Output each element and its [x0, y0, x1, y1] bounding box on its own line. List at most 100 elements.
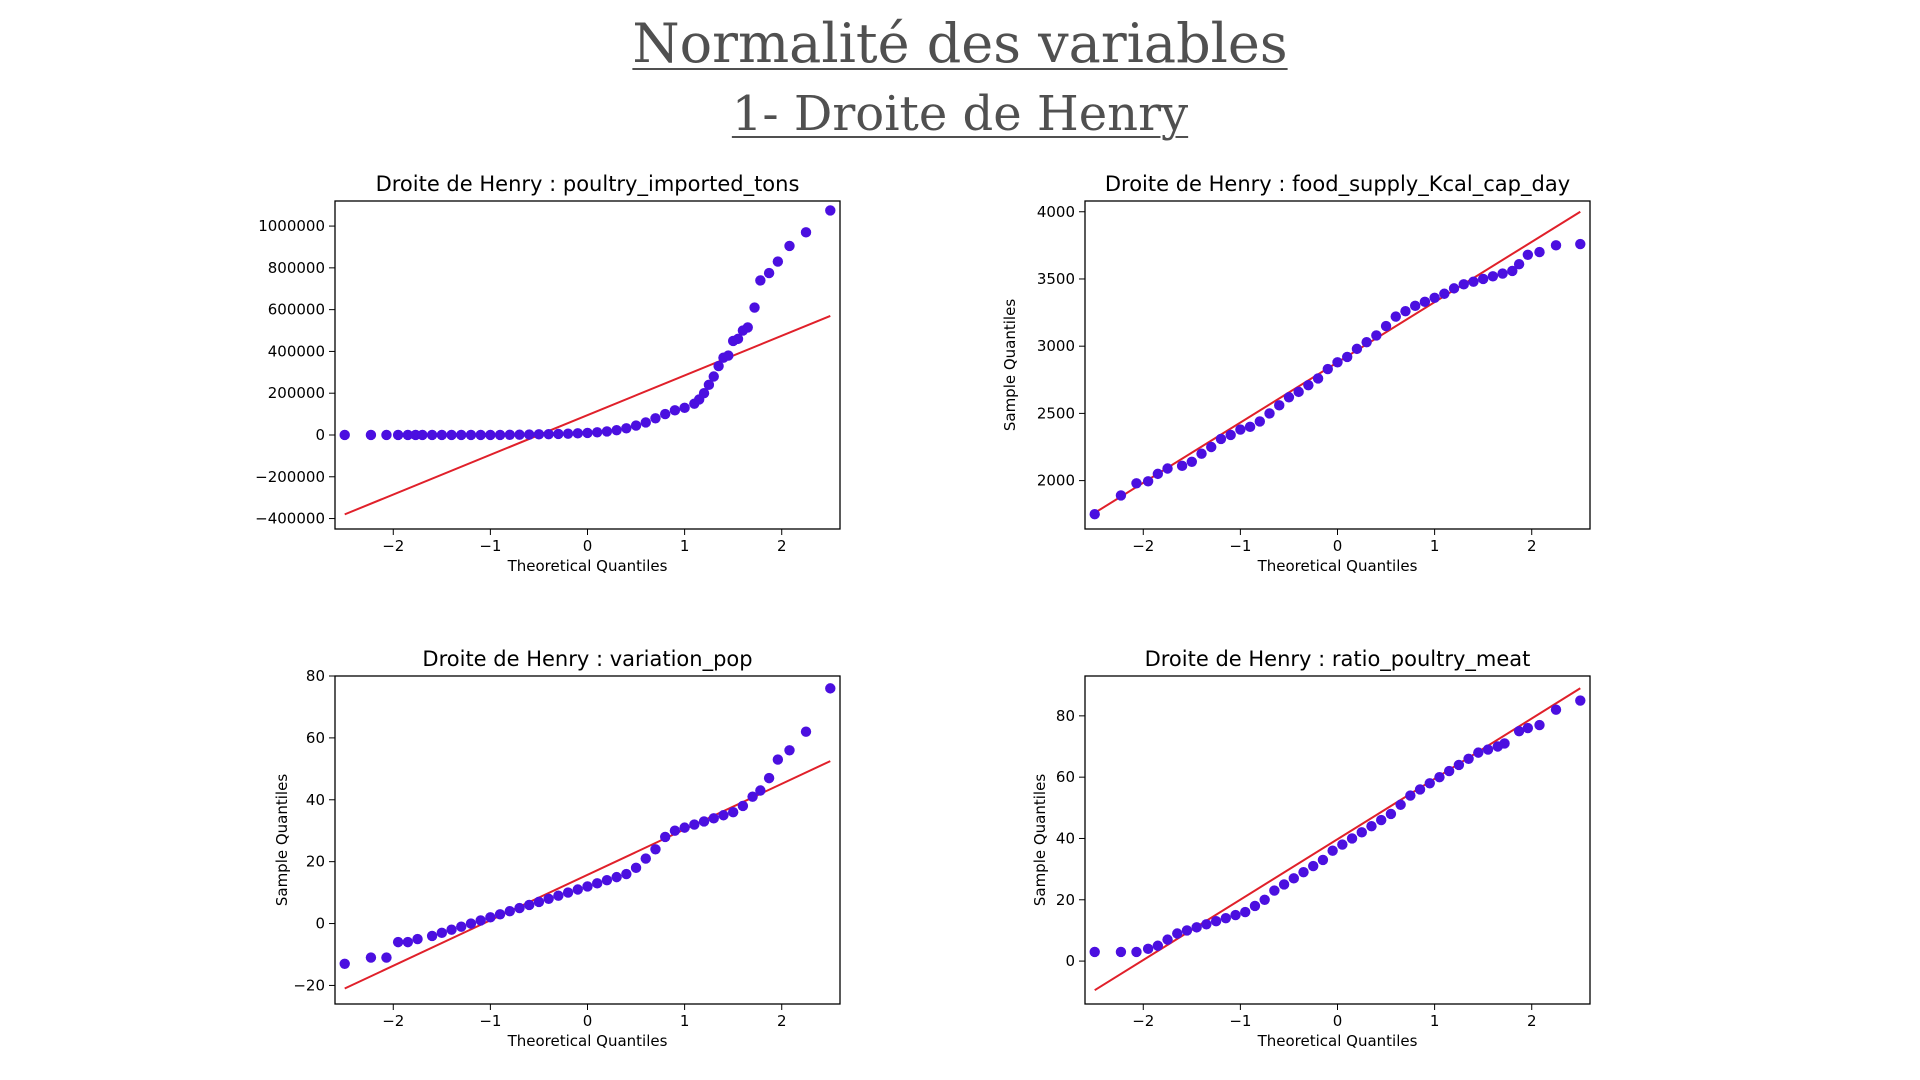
data-point	[669, 825, 681, 836]
data-point	[650, 844, 661, 855]
data-point	[1400, 306, 1411, 317]
data-point	[1220, 912, 1232, 924]
y-axis-label: Sample Quantiles	[1031, 774, 1049, 906]
data-point	[1162, 934, 1173, 945]
data-point	[465, 429, 477, 441]
data-point	[412, 933, 423, 945]
data-point	[772, 256, 784, 267]
y-tick-label: 800000	[268, 259, 325, 277]
data-point	[755, 785, 766, 796]
data-point	[1463, 753, 1474, 764]
data-point	[763, 772, 775, 784]
data-point	[1575, 695, 1586, 706]
data-point	[572, 884, 583, 895]
data-point	[592, 427, 603, 438]
y-tick-label: 400000	[268, 342, 325, 360]
data-point	[1162, 463, 1173, 474]
chart-title: Droite de Henry : food_supply_Kcal_cap_d…	[1105, 172, 1570, 197]
data-point	[601, 875, 613, 886]
data-point	[1395, 799, 1406, 810]
reference-line	[1094, 687, 1581, 992]
x-axis-label: Theoretical Quantiles	[1257, 557, 1418, 575]
data-point	[800, 227, 812, 238]
data-point	[562, 428, 574, 439]
data-point	[689, 819, 700, 830]
data-point	[582, 881, 593, 892]
data-point	[426, 930, 438, 942]
x-tick-label: 2	[1527, 537, 1537, 555]
y-tick-label: 2000	[1037, 472, 1075, 490]
data-point	[1497, 268, 1508, 279]
x-axis-label: Theoretical Quantiles	[507, 1032, 668, 1050]
data-point	[1390, 311, 1401, 322]
data-point	[475, 429, 486, 441]
x-tick-label: 0	[583, 537, 593, 555]
data-point	[1499, 738, 1510, 749]
data-point	[630, 862, 642, 874]
data-point	[772, 754, 784, 765]
data-point	[1303, 379, 1314, 391]
data-point	[446, 924, 457, 935]
data-point	[1380, 320, 1392, 332]
y-tick-label: 3500	[1037, 270, 1075, 288]
data-point	[601, 426, 613, 437]
data-point	[1550, 240, 1562, 251]
data-point	[640, 853, 651, 864]
data-point	[1458, 279, 1469, 290]
data-point	[553, 890, 564, 901]
data-point	[1230, 909, 1241, 921]
data-point	[1288, 873, 1299, 884]
data-point	[1385, 808, 1397, 820]
data-point	[339, 429, 350, 441]
data-point	[784, 745, 795, 756]
chart-title: Droite de Henry : variation_pop	[422, 647, 752, 672]
data-point	[1264, 408, 1275, 419]
data-point	[679, 822, 690, 833]
data-point	[1089, 509, 1100, 520]
data-point	[1244, 421, 1256, 433]
data-point	[1342, 351, 1353, 363]
data-point	[1322, 363, 1333, 375]
data-point	[1513, 725, 1525, 737]
data-point	[1191, 922, 1202, 933]
data-point	[494, 429, 506, 441]
data-point	[572, 428, 583, 439]
data-point	[1513, 258, 1525, 270]
data-point	[825, 205, 836, 216]
data-point	[436, 927, 448, 939]
data-point	[800, 726, 812, 737]
data-point	[669, 405, 681, 416]
qq-plot-ratio-poultry-meat: Droite de Henry : ratio_poultry_meat −2 −1…	[1031, 647, 1591, 1050]
slide-title: Normalité des variables	[632, 12, 1288, 75]
data-point	[742, 322, 753, 333]
data-point	[650, 413, 661, 424]
data-point	[737, 800, 749, 812]
data-point	[1181, 925, 1193, 936]
data-point	[1405, 790, 1416, 801]
x-tick-label: −2	[1132, 1012, 1154, 1030]
data-point	[1434, 771, 1445, 783]
data-point	[1115, 490, 1127, 501]
data-point	[679, 402, 690, 414]
data-point	[582, 427, 593, 439]
data-point	[402, 429, 414, 441]
y-tick-label: 0	[1065, 952, 1075, 970]
y-tick-label: 60	[306, 729, 325, 747]
data-point	[1210, 916, 1222, 927]
y-tick-label: −20	[293, 976, 325, 994]
slide-subtitle: 1- Droite de Henry	[731, 86, 1189, 142]
data-point	[1522, 249, 1534, 260]
data-point	[1293, 386, 1304, 398]
data-point	[533, 429, 545, 440]
data-point	[1473, 747, 1484, 758]
x-tick-label: 2	[1527, 1012, 1537, 1030]
data-point	[825, 683, 836, 694]
data-point	[365, 952, 377, 963]
x-tick-label: 2	[777, 1012, 787, 1030]
y-tick-label: 60	[1056, 768, 1075, 786]
plot-frame	[334, 675, 841, 1005]
data-point	[524, 429, 535, 440]
data-point	[1206, 441, 1217, 453]
data-point	[543, 893, 554, 904]
data-point	[703, 379, 715, 391]
